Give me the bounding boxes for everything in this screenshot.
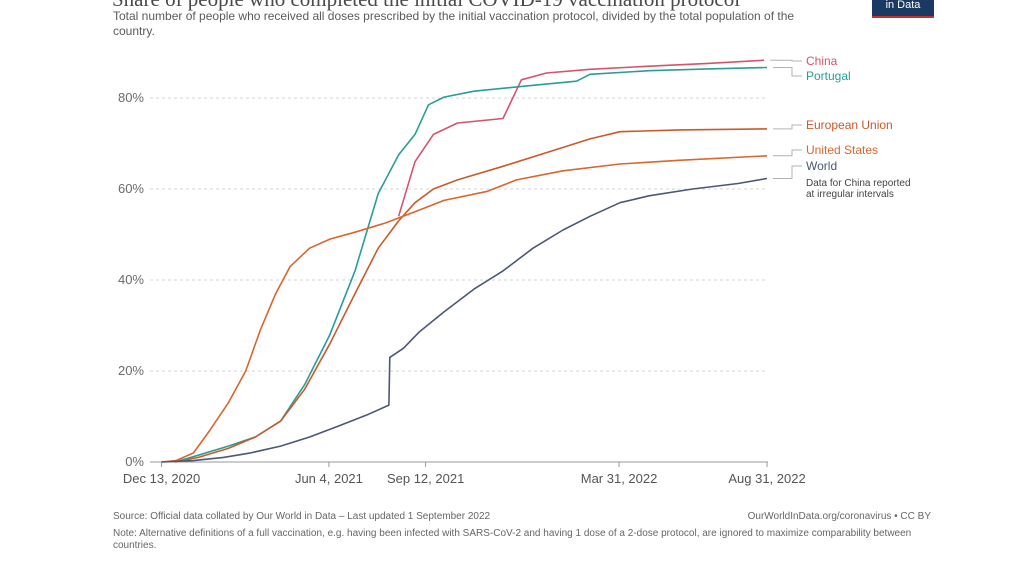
world-data-note: Data for China reported [806, 178, 911, 189]
legend-connector [773, 67, 802, 77]
x-tick-label: Dec 13, 2020 [123, 471, 200, 486]
y-tick-label: 20% [118, 363, 144, 378]
y-tick-label: 40% [118, 272, 144, 287]
legend-label-china[interactable]: China [806, 54, 838, 68]
x-tick-label: Mar 31, 2022 [581, 471, 658, 486]
world-data-note: at irregular intervals [806, 189, 894, 200]
attribution-link[interactable]: OurWorldInData.org/coronavirus • CC BY [747, 511, 931, 522]
series-line-china[interactable] [397, 59, 765, 217]
gridlines [150, 97, 768, 463]
y-tick-label: 0% [125, 454, 144, 469]
series-line-world[interactable] [161, 177, 768, 463]
legend-label-world[interactable]: World [806, 159, 837, 173]
legend-connector [773, 149, 802, 157]
legend-connector [773, 124, 802, 130]
chart-subtitle: Total number of people who received all … [113, 9, 795, 38]
x-tick-label: Aug 31, 2022 [728, 471, 805, 486]
series-line-united-states[interactable] [161, 155, 768, 463]
methodology-note: Note: Alternative definitions of a full … [113, 528, 912, 551]
line-chart: 0% 20% 40% 60% 80% Dec 13, 2020 Jun 4, 2021 Se… [118, 54, 911, 486]
series-line-european-union[interactable] [174, 128, 768, 463]
legend-label-portugal[interactable]: Portugal [806, 69, 851, 83]
legend-label-united-states[interactable]: United States [806, 143, 878, 157]
y-axis-ticks: 0% 20% 40% 60% 80% [118, 90, 144, 469]
legend-connector [773, 165, 802, 179]
y-tick-label: 80% [118, 90, 144, 105]
chart-title: Share of people who completed the initia… [112, 0, 740, 12]
x-tick-label: Sep 12, 2021 [387, 471, 464, 486]
legend-connector [770, 59, 802, 62]
y-tick-label: 60% [118, 181, 144, 196]
owid-logo[interactable]: in Data [872, 0, 934, 18]
x-tick-label: Jun 4, 2021 [295, 471, 363, 486]
series-line-portugal[interactable] [174, 66, 768, 463]
source-note: Source: Official data collated by Our Wo… [113, 511, 491, 522]
series-lines [161, 59, 768, 463]
legend-label-european-union[interactable]: European Union [806, 118, 893, 132]
x-axis-ticks: Dec 13, 2020 Jun 4, 2021 Sep 12, 2021 Mar 3… [123, 462, 806, 486]
logo-text: in Data [885, 0, 921, 11]
